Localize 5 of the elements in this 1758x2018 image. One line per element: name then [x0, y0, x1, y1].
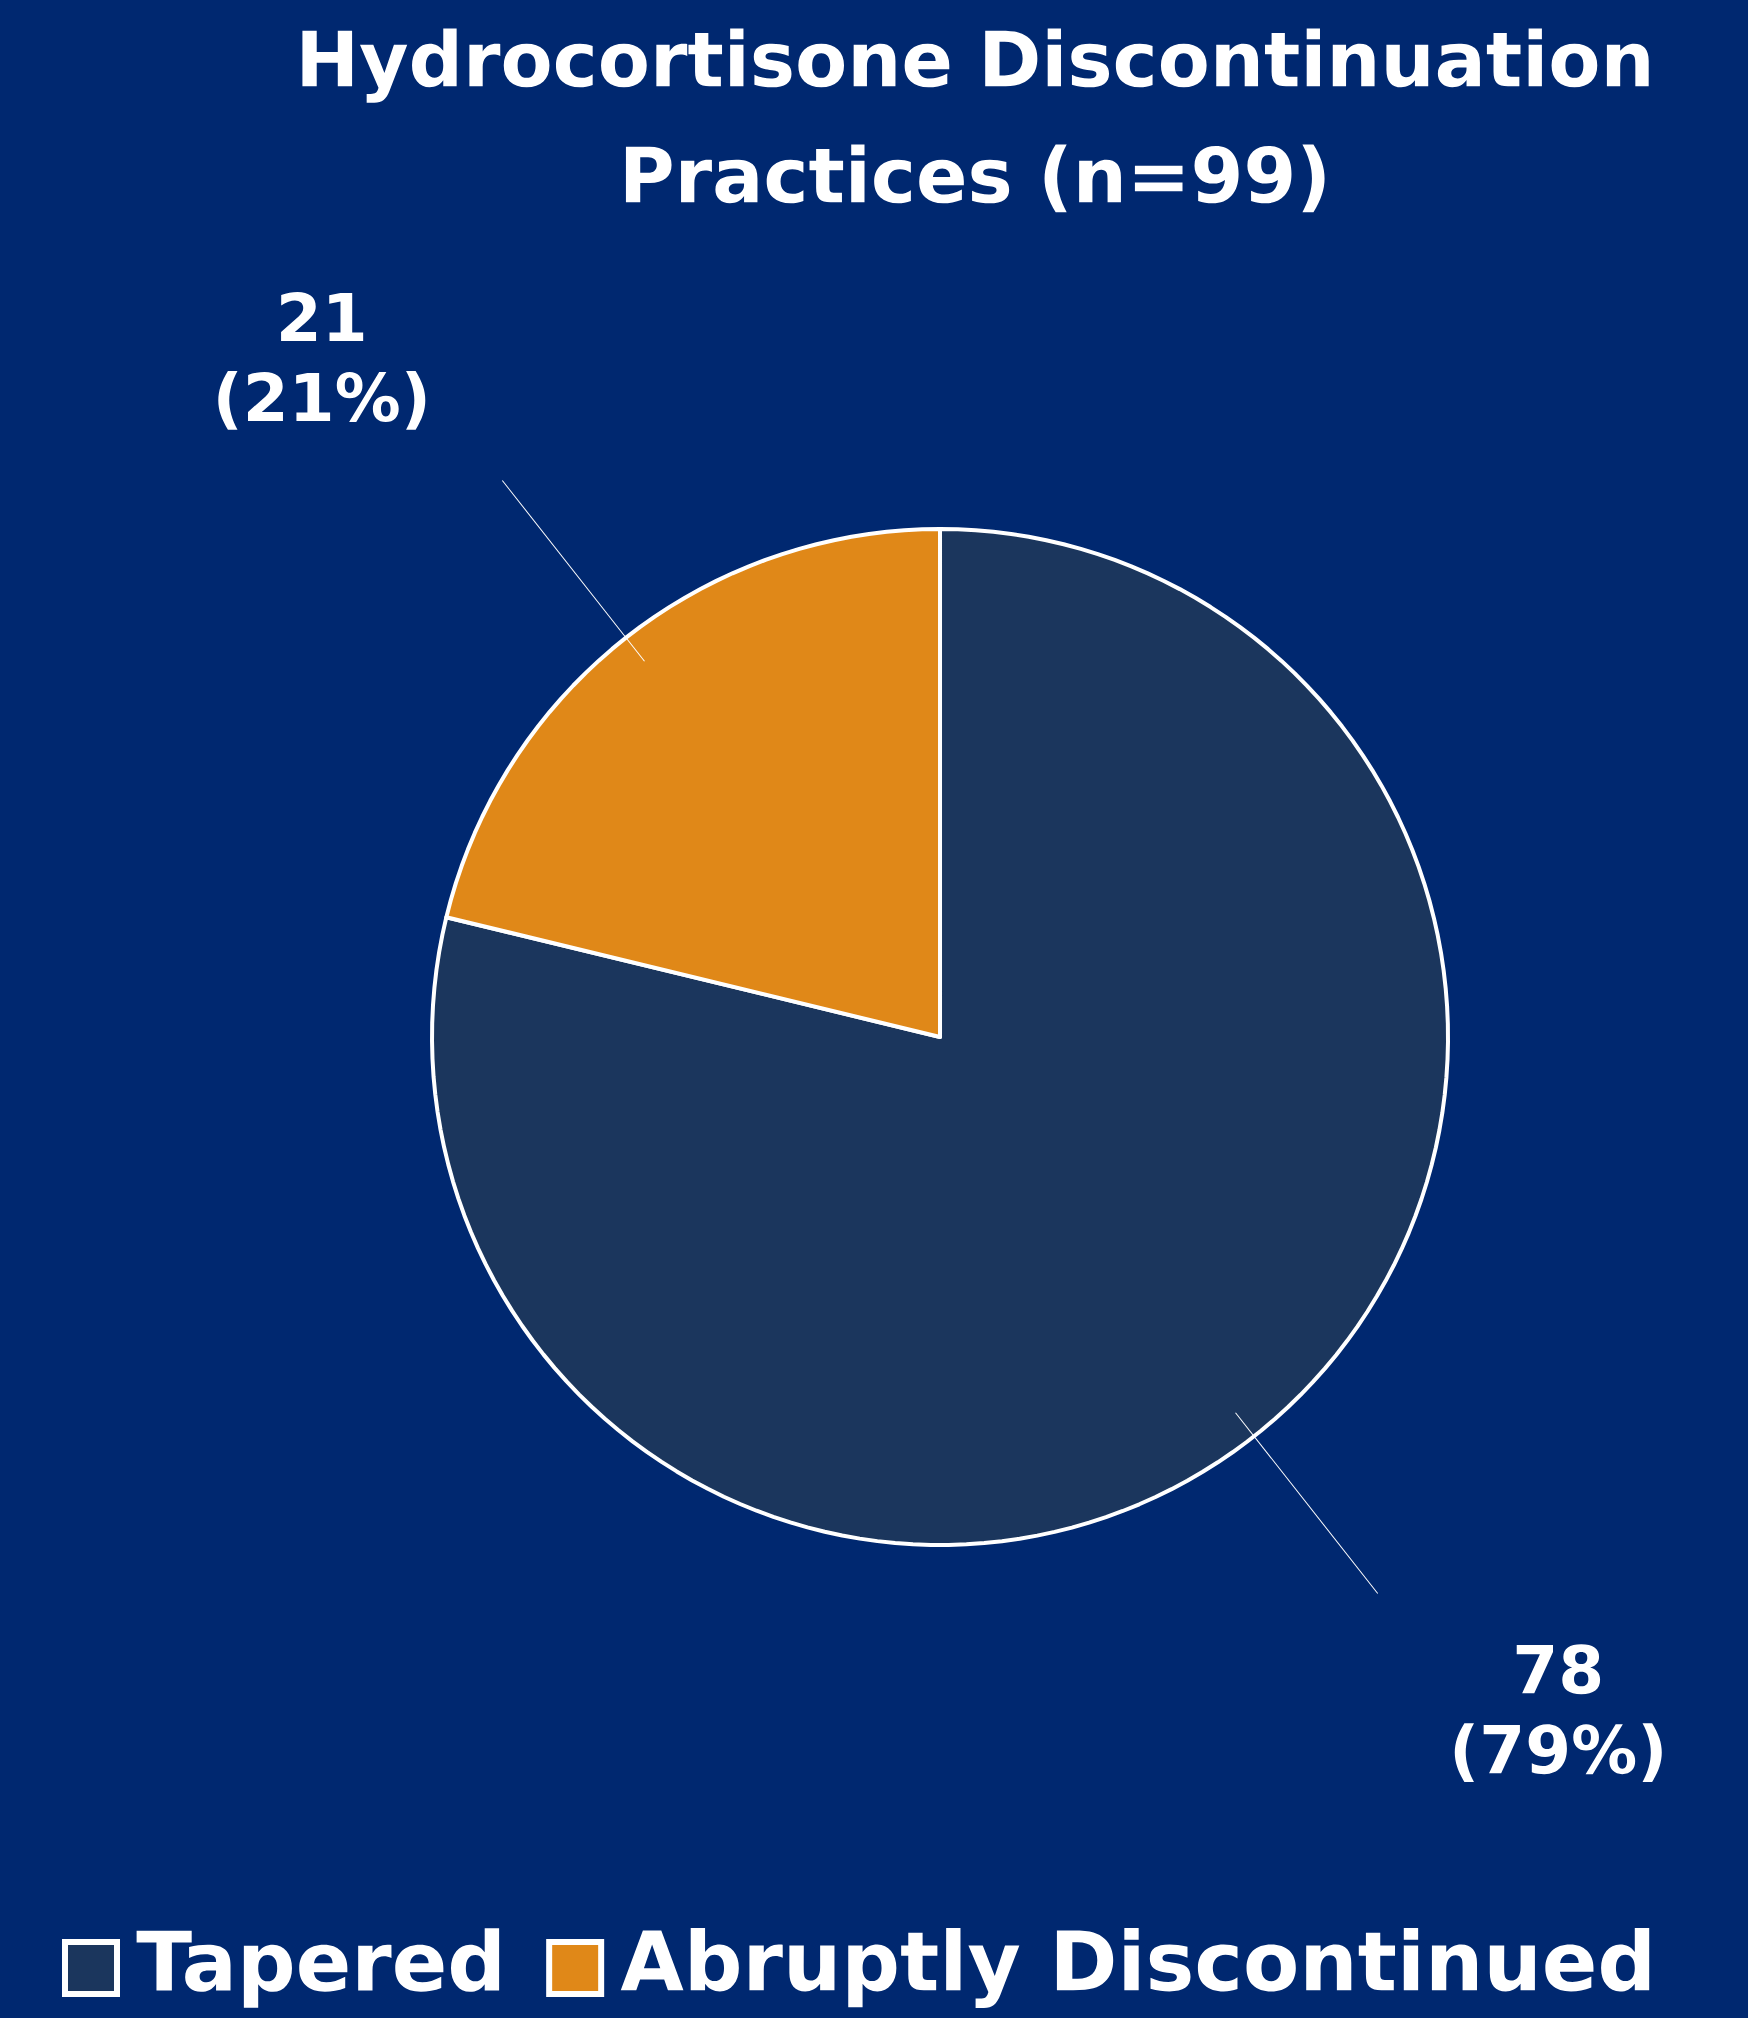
data-label: 21 (21%) [218, 292, 426, 430]
legend-label: Tapered [136, 1928, 499, 2008]
chart-title: Hydrocortisone Discontinuation Practices (n=99) [302, 28, 1649, 213]
legend-label: Abruptly Discontinued [620, 1928, 1650, 2008]
data-label: 78 (79%) [1454, 1644, 1662, 1782]
